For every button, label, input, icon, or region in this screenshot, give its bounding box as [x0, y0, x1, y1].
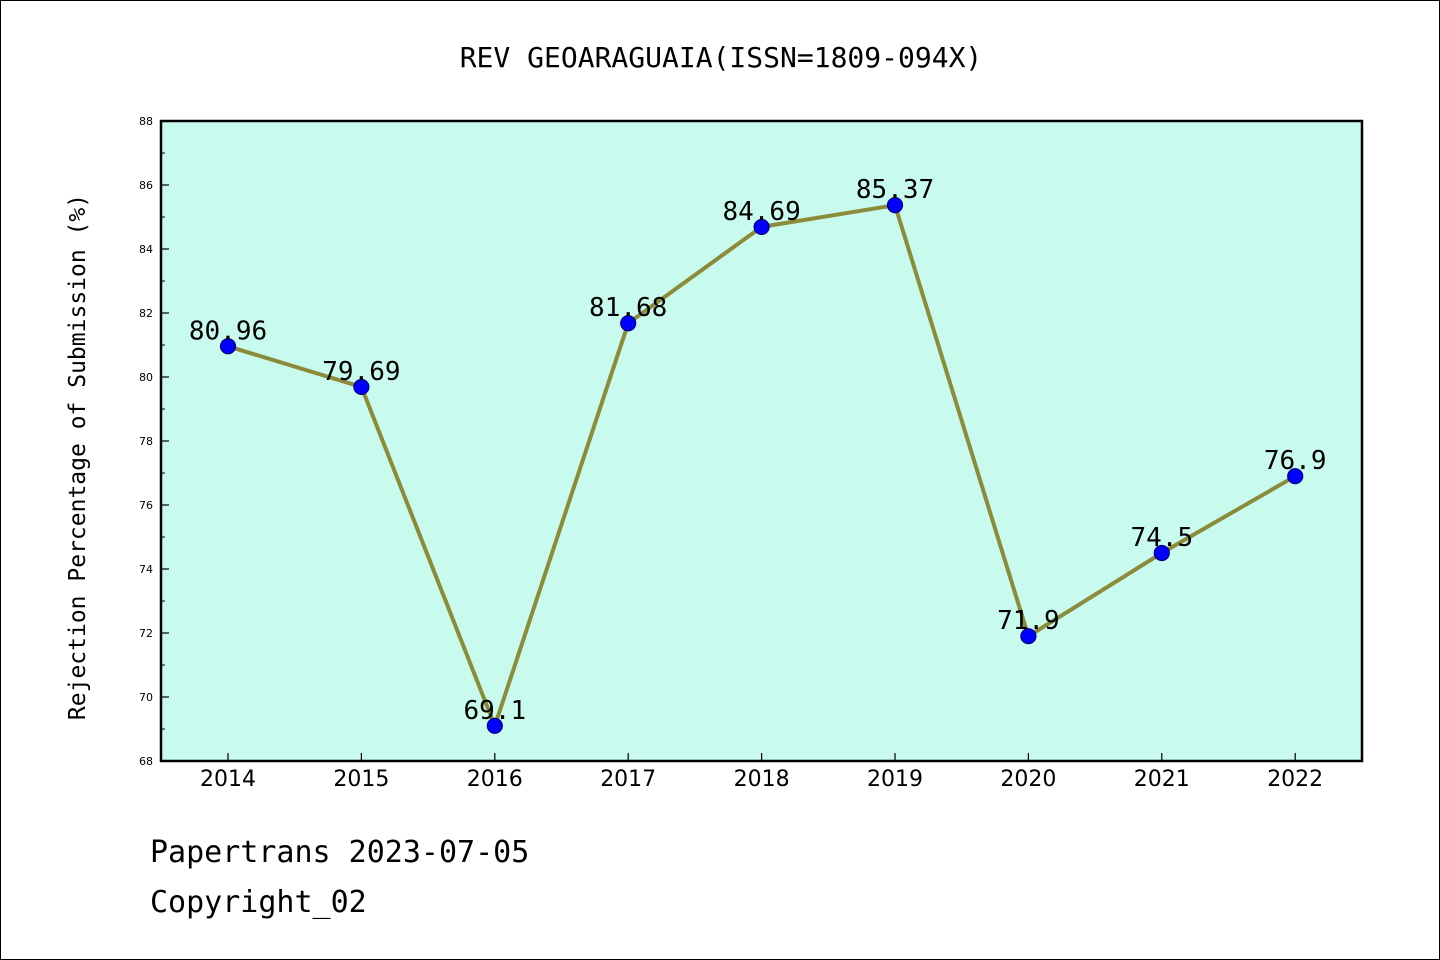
x-tick-label-2016: 2016	[467, 767, 523, 792]
y-tick-label-76: 76	[139, 499, 153, 512]
y-tick-label-82: 82	[139, 307, 153, 320]
y-axis: 68 70 72 74 76 78 80 82 84 86 88	[139, 115, 169, 768]
data-point-2014	[219, 338, 237, 355]
data-label-2019: 85.37	[856, 175, 934, 205]
y-tick-label-78: 78	[139, 435, 153, 448]
footer-date-line: Papertrans 2023-07-05	[150, 835, 530, 870]
data-label-2014: 80.96	[189, 316, 267, 346]
y-tick-label-80: 80	[139, 371, 153, 384]
x-tick-label-2015: 2015	[333, 767, 389, 792]
data-label-2015: 79.69	[322, 357, 400, 387]
data-label-2022: 76.9	[1264, 446, 1327, 476]
x-tick-label-2017: 2017	[600, 767, 656, 792]
y-axis-label: Rejection Percentage of Submission (%)	[65, 194, 91, 720]
data-label-2018: 84.69	[722, 197, 800, 227]
x-tick-label-2014: 2014	[200, 767, 256, 792]
chart-title: REV GEOARAGUAIA(ISSN=1809-094X)	[460, 41, 983, 74]
data-label-2021: 74.5	[1130, 523, 1193, 553]
y-tick-label-88: 88	[139, 115, 153, 128]
data-labels: 80.96 79.69 69.1 81.68 84.69 85.37 71.9 74.5 76.…	[189, 175, 1327, 726]
y-tick-label-86: 86	[139, 179, 153, 192]
x-tick-label-2019: 2019	[867, 767, 923, 792]
footer-copyright-line: Copyright_02	[150, 885, 367, 920]
data-point-2020	[1020, 628, 1037, 645]
data-label-2017: 81.68	[589, 293, 667, 323]
data-point-2022	[1287, 468, 1304, 485]
x-tick-label-2021: 2021	[1134, 767, 1190, 792]
data-label-2020: 71.9	[997, 606, 1060, 636]
y-tick-label-68: 68	[139, 755, 153, 768]
x-tick-label-2022: 2022	[1267, 767, 1323, 792]
data-point-2016	[486, 717, 503, 734]
data-point-2015	[353, 378, 370, 396]
series-line-group	[219, 197, 1304, 734]
data-label-2016: 69.1	[463, 696, 526, 726]
data-point-2018	[753, 218, 770, 236]
y-tick-label-72: 72	[139, 627, 153, 640]
data-point-2021	[1153, 544, 1170, 562]
x-tick-label-2020: 2020	[1000, 767, 1056, 792]
data-point-2017	[620, 315, 637, 332]
y-tick-label-84: 84	[139, 243, 153, 256]
y-tick-label-74: 74	[139, 563, 153, 576]
x-axis: 2014 2015 2016 2017 2018 2019 2020 2021 2022	[200, 753, 1323, 792]
x-tick-label-2018: 2018	[734, 767, 790, 792]
data-point-2019	[886, 197, 904, 214]
y-tick-label-70: 70	[139, 691, 153, 704]
